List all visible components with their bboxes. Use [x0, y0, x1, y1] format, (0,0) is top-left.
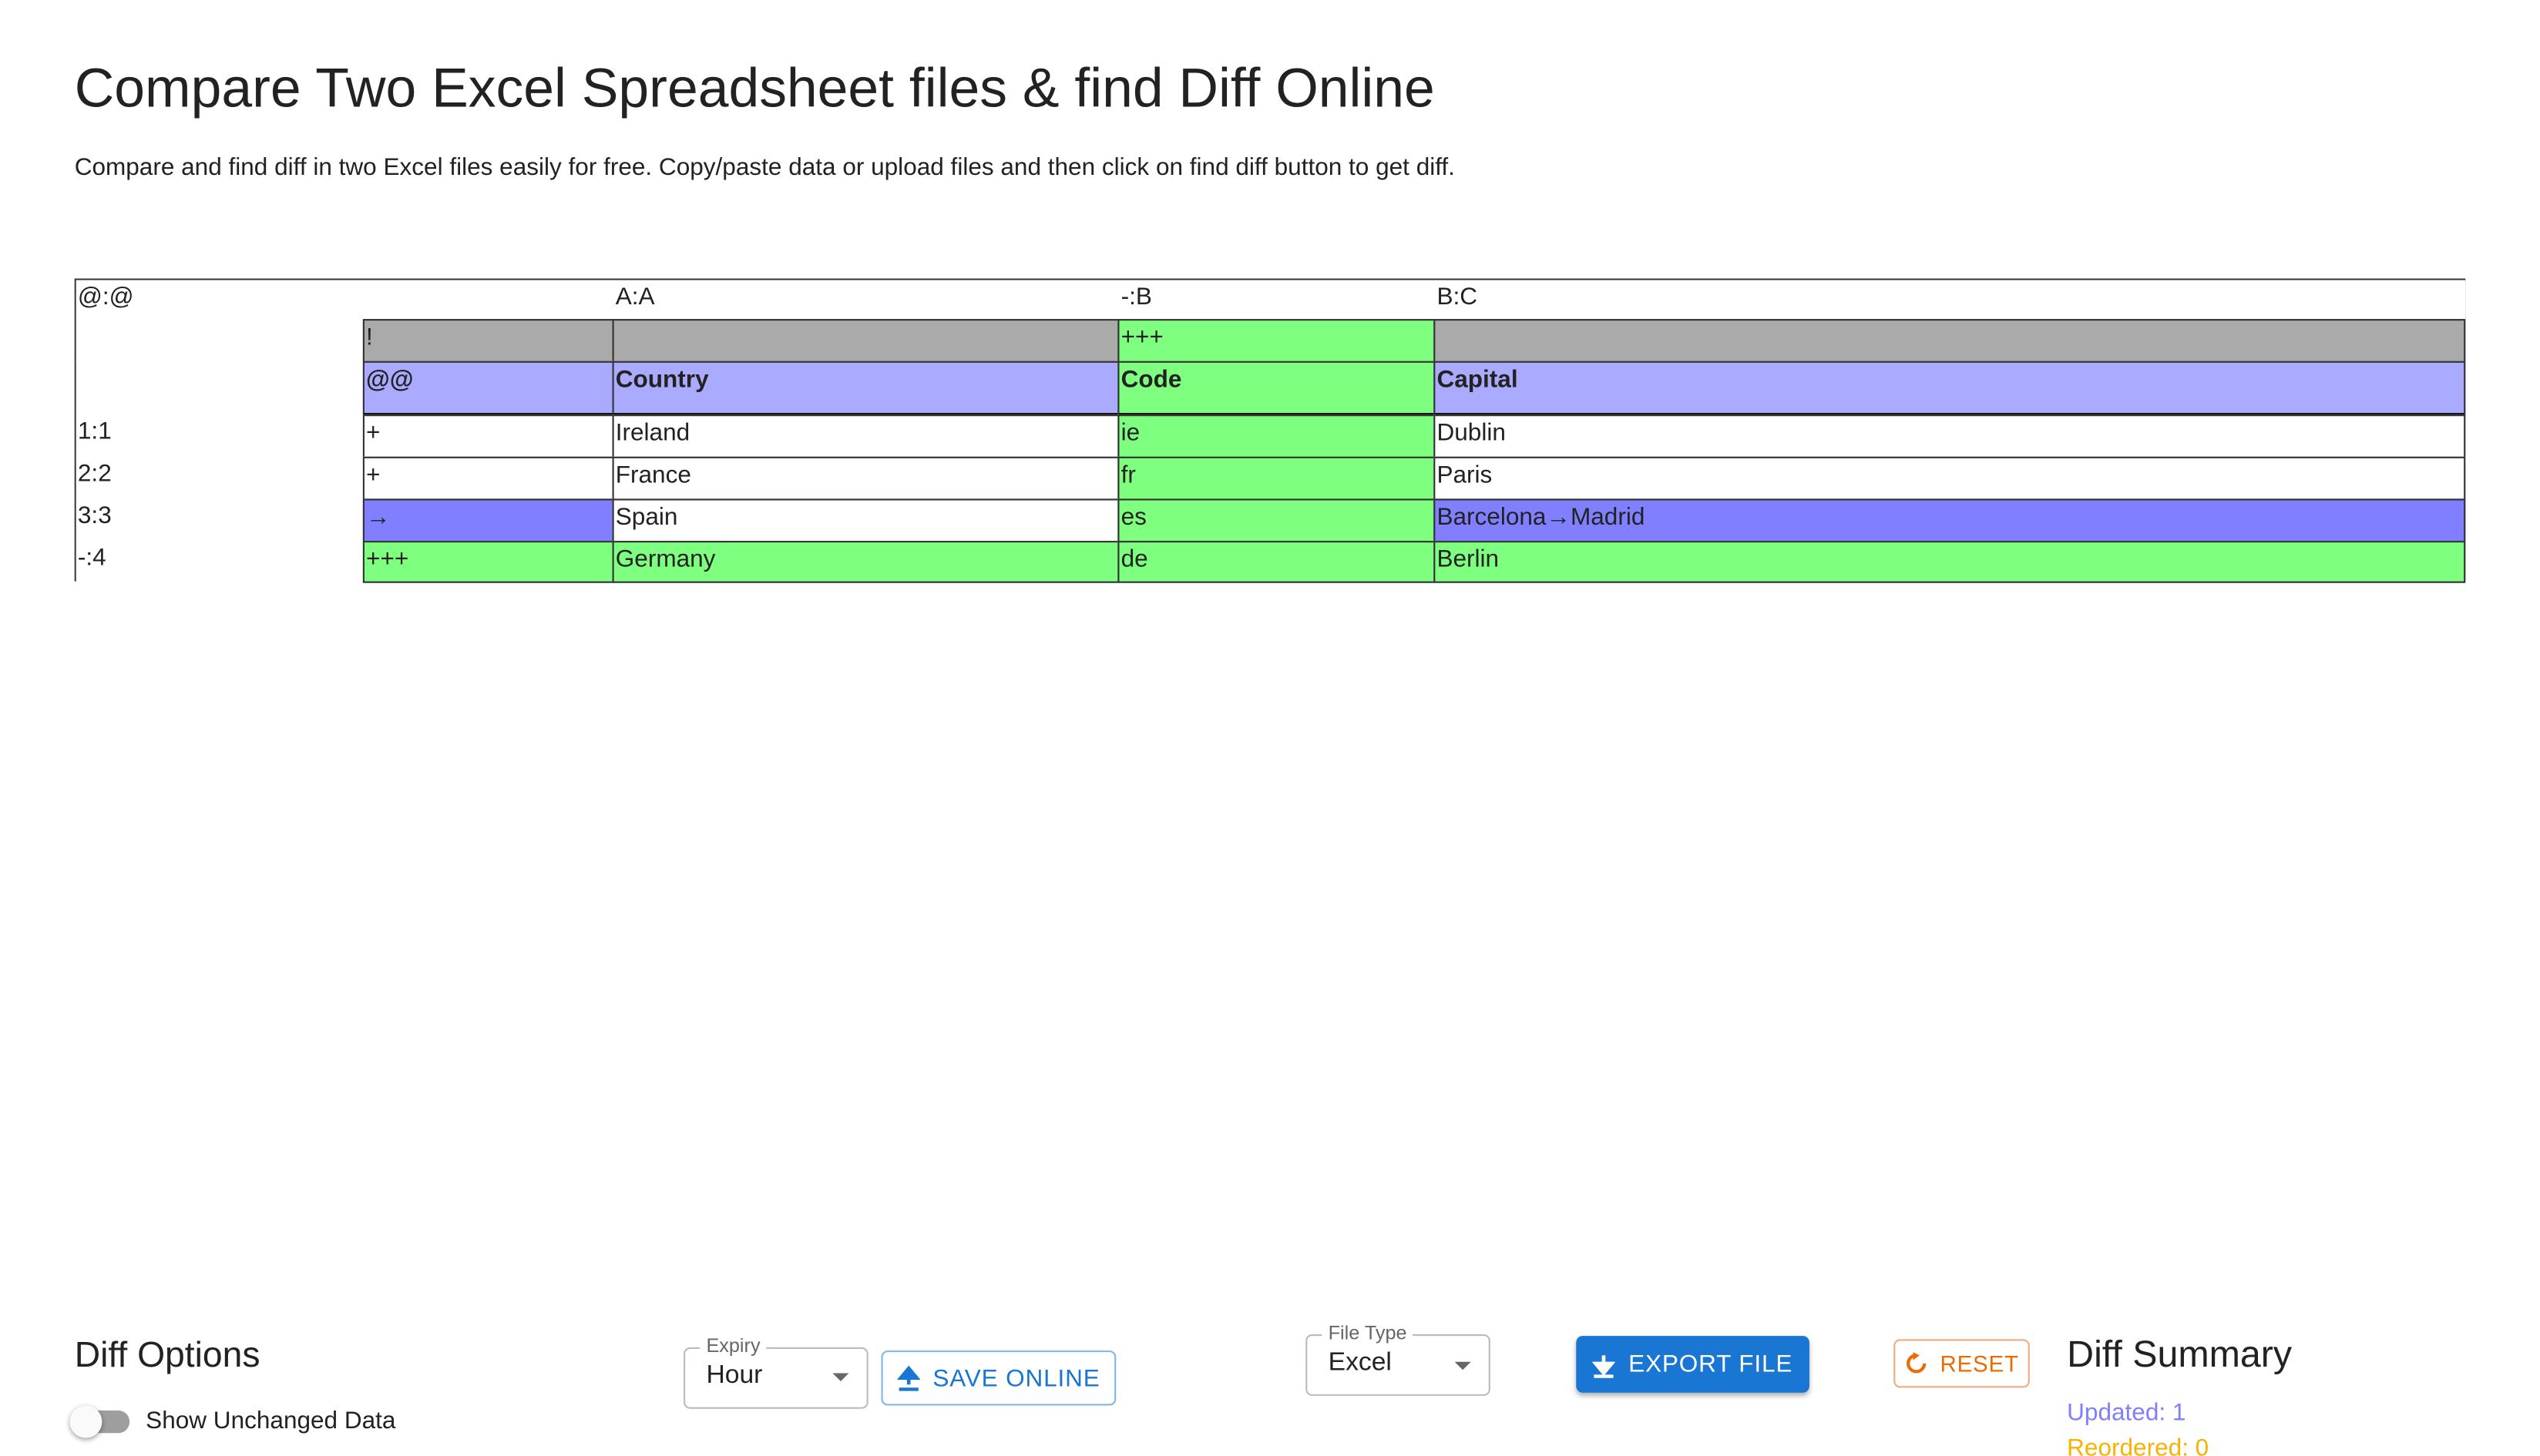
diff-table: @:@ A:A -:B B:C! +++ @@ Country Code Capital 1:1 +… [74, 278, 2466, 583]
table-cell: Spain [612, 498, 1120, 543]
reset-button[interactable]: RESET [1893, 1339, 2030, 1388]
table-cell: -:B [1119, 280, 1436, 321]
export-file-label: EXPORT FILE [1628, 1350, 1793, 1378]
table-cell: 2:2 [76, 456, 365, 501]
table-cell: Ireland [612, 414, 1120, 458]
table-cell: France [612, 456, 1120, 501]
upload-icon [897, 1365, 920, 1391]
table-cell: de [1117, 541, 1436, 583]
table-cell: → [362, 498, 614, 543]
page-title: Compare Two Excel Spreadsheet files & fi… [74, 58, 1435, 120]
table-cell: + [362, 456, 614, 501]
table-cell: Country [612, 361, 1120, 417]
toggle-label: Show Unchanged Data [146, 1407, 396, 1435]
table-cell: -:4 [76, 541, 365, 583]
table-cell: @@ [362, 361, 614, 417]
save-online-label: SAVE ONLINE [932, 1364, 1100, 1392]
table-cell: Code [1117, 361, 1436, 417]
table-cell: Capital [1433, 361, 2466, 417]
summary-updated: Updated: 1 [2067, 1399, 2186, 1427]
table-cell [1433, 319, 2466, 363]
table-cell: @:@ [76, 280, 365, 321]
save-online-button[interactable]: SAVE ONLINE [881, 1350, 1117, 1406]
reset-label: RESET [1940, 1350, 2019, 1377]
table-cell: Berlin [1433, 541, 2466, 583]
summary-title: Diff Summary [2067, 1332, 2293, 1375]
table-cell: Paris [1433, 456, 2466, 501]
export-file-button[interactable]: EXPORT FILE [1576, 1336, 1809, 1393]
table-cell: +++ [1117, 319, 1436, 363]
expiry-select[interactable]: Expiry Hour [684, 1334, 869, 1409]
table-cell: es [1117, 498, 1436, 543]
table-cell: + [362, 414, 614, 458]
table-cell: ie [1117, 414, 1436, 458]
description: Compare and find diff in two Excel files… [74, 153, 1455, 182]
table-cell: Barcelona→Madrid [1433, 498, 2466, 543]
table-cell: ! [362, 319, 614, 363]
table-cell [76, 319, 365, 363]
toggle-thumb[interactable] [69, 1405, 102, 1438]
dropdown-arrow [832, 1373, 849, 1382]
table-cell: A:A [613, 280, 1120, 321]
file-type-select[interactable]: File Type Excel [1305, 1321, 1490, 1396]
options-title: Diff Options [74, 1334, 260, 1375]
table-cell [76, 361, 365, 417]
table-cell [364, 280, 614, 321]
file-type-value: Excel [1328, 1348, 1392, 1377]
table-cell: +++ [362, 541, 614, 583]
table-cell: Germany [612, 541, 1120, 583]
table-cell: Dublin [1433, 414, 2466, 458]
dropdown-arrow [1454, 1361, 1471, 1370]
file-type-label: File Type [1322, 1321, 1413, 1344]
reset-icon [1906, 1352, 1926, 1374]
expiry-value: Hour [706, 1361, 763, 1390]
summary-reordered: Reordered: 0 [2067, 1434, 2209, 1456]
table-cell [612, 319, 1120, 363]
table-cell: 1:1 [76, 414, 365, 458]
expiry-label: Expiry [700, 1334, 767, 1357]
table-cell: B:C [1435, 280, 2466, 321]
table-cell: 3:3 [76, 498, 365, 543]
table-cell: fr [1117, 456, 1436, 501]
download-icon [1592, 1354, 1616, 1377]
